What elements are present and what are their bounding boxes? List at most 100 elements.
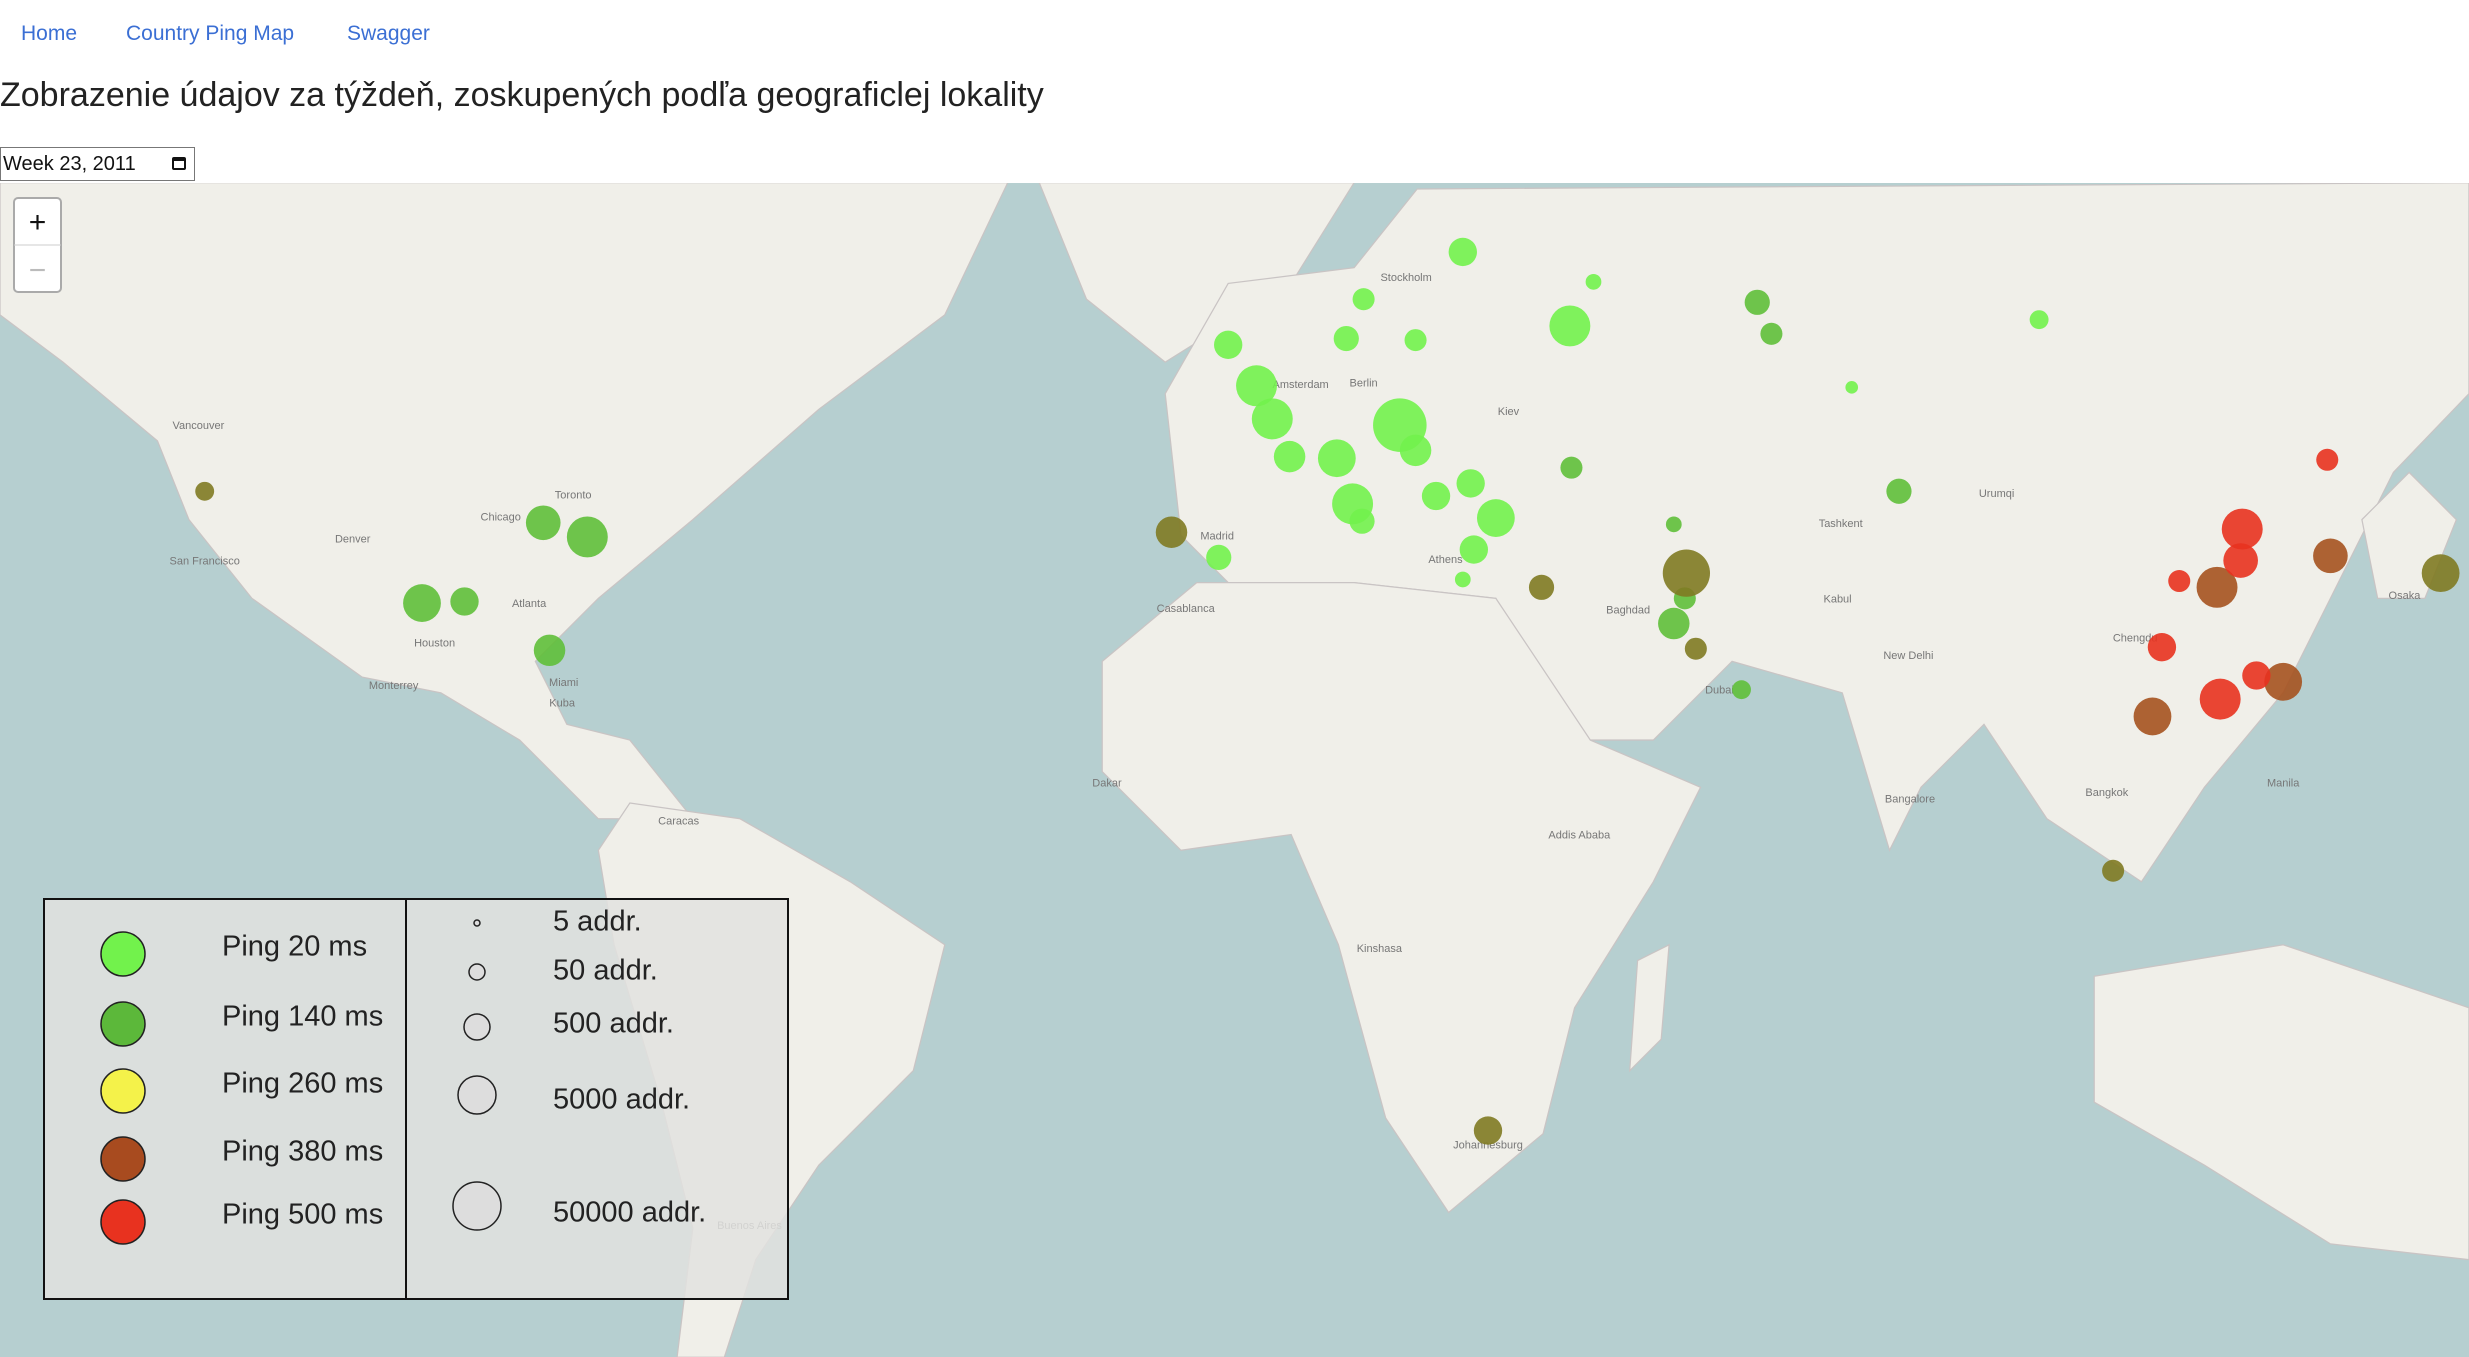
ping-marker [2147,632,2177,662]
ping-marker [1473,1116,1503,1145]
ping-marker [1454,571,1471,588]
city-label: San Francisco [170,556,240,568]
city-label: Berlin [1350,378,1378,390]
ping-marker [450,587,479,616]
ping-marker [2221,508,2263,550]
ping-marker [2316,448,2339,471]
ping-marker [1155,516,1188,548]
ping-marker [1404,329,1427,352]
ping-marker [2133,697,2172,736]
legend-label: 50 addr. [553,955,658,987]
ping-marker [1549,305,1591,347]
ping-marker [2102,859,2125,882]
map[interactable]: Vancouver San Francisco Denver Chicago Toron… [0,183,2469,1357]
ping-marker [1459,535,1488,564]
ping-marker [1399,434,1432,467]
ping-marker [1456,469,1485,498]
city-label: Kiev [1498,406,1520,418]
nav-link[interactable]: Swagger [347,22,430,45]
ping-marker [1349,508,1375,534]
nav-link[interactable]: Home [21,22,78,45]
legend: Ping 20 ms Ping 140 ms Ping 260 ms Ping 380… [43,898,789,1300]
ping-marker [1845,381,1859,394]
city-label: Johannesburg [1453,1140,1523,1152]
legend-label: Ping 20 ms [222,931,367,963]
city-label: Monterrey [369,680,419,692]
ping-marker [1448,237,1477,267]
ping-marker [2421,554,2460,593]
legend-label: 5000 addr. [553,1084,690,1116]
ping-marker [1528,574,1555,600]
ping-marker [1251,398,1293,440]
city-label: Miami [549,677,578,689]
ping-marker [2223,543,2258,578]
city-label: Amsterdam [1272,379,1328,391]
city-label: Athens [1428,554,1463,566]
ping-marker [2313,538,2348,574]
calendar-icon[interactable] [172,157,186,170]
legend-swatch [100,1001,146,1047]
ping-marker [1206,544,1232,571]
ping-marker [533,634,566,667]
city-label: Madrid [1200,530,1234,542]
ping-marker [1886,478,1912,504]
ping-marker [1760,322,1783,345]
city-label: Houston [414,637,455,649]
ping-marker [2196,566,2238,608]
ping-marker [1732,680,1751,700]
city-label: Bangalore [1885,793,1935,805]
legend-label: Ping 500 ms [222,1199,383,1231]
ping-marker [1236,365,1278,407]
zoom-out[interactable]: − [29,254,47,287]
ping-marker [2242,661,2271,690]
city-label: Tashkent [1819,518,1863,530]
city-label: Kabul [1823,593,1851,605]
zoom-in[interactable]: + [29,206,47,239]
legend-label: 500 addr. [553,1008,674,1040]
legend-size-swatch [473,919,481,927]
map-labels: Vancouver San Francisco Denver Chicago Toron… [170,272,2422,1232]
legend-box [43,898,789,1300]
nav-link[interactable]: Country Ping Map [126,22,295,45]
legend-swatch [100,931,146,977]
ping-marker [1317,439,1356,478]
city-label: Stockholm [1380,272,1431,284]
city-label: Baghdad [1606,604,1650,616]
legend-label: Ping 380 ms [222,1136,383,1168]
ping-marker [566,516,608,558]
legend-swatch [100,1199,146,1245]
ping-marker [2264,662,2303,701]
ping-marker [2168,570,2191,593]
legend-label: 50000 addr. [553,1197,706,1229]
city-label: Denver [335,534,371,546]
city-label: Kinshasa [1357,943,1403,955]
legend-label: Ping 260 ms [222,1068,383,1100]
legend-items: Ping 20 ms Ping 140 ms Ping 260 ms Ping 380… [100,906,706,1245]
city-label: Dubai [1705,685,1734,697]
ping-marker [1214,330,1243,360]
city-label: Osaka [2389,590,2422,602]
ping-marker [1421,481,1451,511]
legend-size-swatch [457,1075,497,1115]
ping-marker [525,505,561,541]
city-label: Vancouver [173,420,225,432]
city-label: Casablanca [1157,603,1216,615]
ping-marker [1665,516,1682,533]
ping-marker [403,584,441,622]
city-label: Atlanta [512,598,547,610]
legend-size-swatch [468,963,486,981]
week-input[interactable]: Week 23, 2011 [0,147,195,181]
ping-marker [195,481,215,501]
ping-marker [1476,499,1515,537]
ping-marker [1560,456,1583,479]
ping-marker [1273,440,1306,473]
ping-marker [1744,289,1770,315]
ping-marker [2199,678,2241,720]
ping-marker [1585,273,1602,290]
legend-swatch [100,1068,146,1114]
ping-marker [1662,549,1711,597]
city-label: Chengdu [2113,633,2158,645]
ping-marker [1658,607,1690,640]
city-label: Chicago [481,511,521,523]
